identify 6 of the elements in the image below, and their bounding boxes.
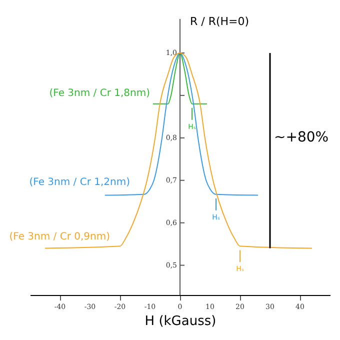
- series-label: (Fe 3nm / Cr 1,8nm): [49, 88, 150, 99]
- annotation: ~+80%: [274, 130, 329, 146]
- series-label: (Fe 3nm / Cr 1,2nm): [29, 177, 130, 188]
- x-axis-title: H (kGauss): [144, 314, 216, 329]
- series-label: (Fe 3nm / Cr 0,9nm): [9, 231, 110, 242]
- y-axis-title: R / R(H=0): [190, 15, 250, 28]
